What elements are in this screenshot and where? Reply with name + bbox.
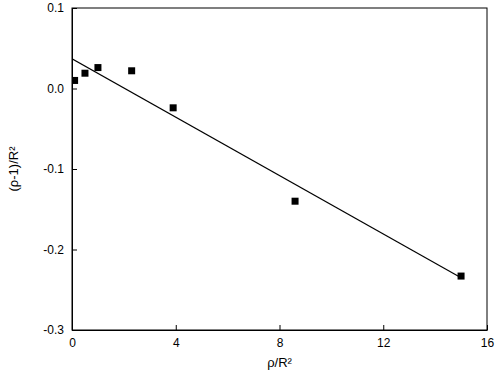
data-point [170, 104, 177, 111]
y-axis: -0.3 -0.2 -0.1 0.0 0.1 [43, 1, 77, 337]
data-point [128, 67, 135, 74]
y-tick-mark [72, 330, 77, 331]
data-point [292, 198, 299, 205]
plot-frame [72, 8, 487, 330]
x-tick-label: 12 [377, 336, 391, 350]
y-tick-label: 0.0 [47, 82, 64, 96]
x-tick-mark [383, 325, 384, 330]
x-tick-label: 0 [69, 336, 76, 350]
y-tick-label: -0.3 [43, 323, 64, 337]
y-axis-title: (ρ-1)/R² [6, 146, 21, 192]
y-tick-mark [72, 169, 77, 170]
x-tick: 16 [481, 325, 495, 350]
x-axis: 0 4 8 12 16 [69, 325, 494, 350]
x-axis-title: ρ/R² [267, 355, 292, 370]
x-tick: 12 [377, 325, 391, 350]
chart: 0 4 8 12 16 -0.3 -0.2 -0.1 0.0 0.1 ρ/R² (ρ-1)/R² [0, 0, 500, 373]
y-tick: -0.2 [43, 243, 77, 257]
y-tick-label: -0.1 [43, 162, 64, 176]
x-tick-mark [487, 325, 488, 330]
y-tick-mark [72, 89, 77, 90]
x-tick-mark [176, 325, 177, 330]
x-tick-label: 8 [277, 336, 284, 350]
fit-line [72, 59, 461, 278]
data-point [72, 77, 78, 84]
data-point [81, 70, 88, 77]
x-tick: 4 [173, 325, 180, 350]
plot-area [72, 59, 465, 280]
y-tick-label: 0.1 [47, 1, 64, 15]
y-tick: -0.1 [43, 162, 77, 176]
x-tick-mark [280, 325, 281, 330]
y-tick-mark [72, 250, 77, 251]
x-tick-label: 4 [173, 336, 180, 350]
y-tick-mark [72, 8, 77, 9]
y-tick: 0.1 [47, 1, 77, 15]
y-tick: -0.3 [43, 323, 77, 337]
data-point [94, 64, 101, 71]
x-tick-label: 16 [481, 336, 495, 350]
y-tick-label: -0.2 [43, 243, 64, 257]
x-axis-line [73, 330, 488, 331]
x-tick: 8 [277, 325, 284, 350]
